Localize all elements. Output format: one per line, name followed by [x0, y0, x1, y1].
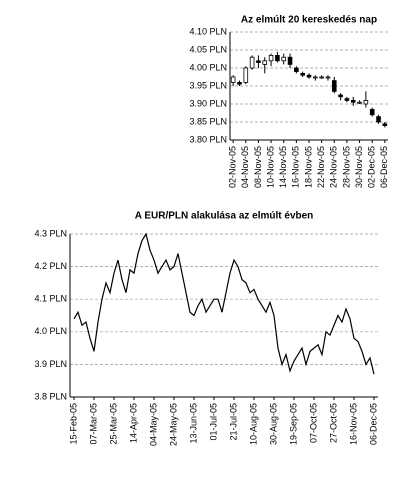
x-tick-label: 24-Nov-05	[329, 146, 339, 188]
candle-body	[350, 100, 356, 103]
x-tick-label: 24-May-05	[168, 403, 178, 446]
y-tick-label: 4.00 PLN	[189, 62, 227, 72]
x-tick-label: 06-Dec-05	[379, 146, 389, 188]
x-tick-label: 15-Feb-05	[68, 403, 78, 445]
x-tick-label: 10-Nov-05	[265, 146, 275, 188]
y-tick-label: 3.80 PLN	[189, 134, 227, 144]
y-tick-label: 4.05 PLN	[189, 44, 227, 54]
x-tick-label: 21-Jul-05	[228, 403, 238, 441]
x-tick-label: 10-Aug-05	[248, 403, 258, 445]
candle-body	[357, 101, 362, 104]
candle-body	[249, 56, 255, 69]
x-tick-label: 22-Nov-05	[316, 146, 326, 188]
chart-title: Az elmúlt 20 kereskedés nap	[241, 15, 377, 26]
candle-body	[243, 67, 249, 83]
y-tick-label: 3.85 PLN	[189, 116, 227, 126]
x-tick-label: 25-Mar-05	[108, 403, 118, 445]
candle-body	[313, 76, 318, 79]
chart-title: A EUR/PLN alakulása az elmúlt évben	[135, 211, 314, 222]
y-tick-label: 3.95 PLN	[189, 80, 227, 90]
x-tick-label: 30-Nov-05	[354, 146, 364, 188]
candle-body	[325, 76, 331, 79]
x-tick-label: 01-Jul-05	[208, 403, 218, 441]
candle-body	[275, 55, 280, 62]
candle-body	[319, 76, 324, 79]
candle-body	[382, 123, 388, 127]
price-line	[73, 232, 375, 375]
x-tick-label: 27-Oct-05	[328, 403, 338, 443]
candle-body	[306, 74, 312, 78]
y-tick-label: 4.3 PLN	[34, 228, 67, 238]
x-tick-label: 04-Nov-05	[240, 146, 250, 188]
candle-body	[268, 55, 274, 62]
y-tick-label: 4.10 PLN	[189, 26, 227, 36]
x-tick-label: 04-May-05	[148, 403, 158, 446]
x-tick-label: 02-Nov-05	[228, 146, 238, 188]
x-tick-label: 16-Nov-05	[291, 146, 301, 188]
x-tick-label: 07-Oct-05	[308, 403, 318, 443]
candle-body	[369, 109, 375, 116]
x-tick-label: 14-Apr-05	[128, 403, 138, 443]
x-tick-label: 13-Jun-05	[188, 403, 198, 444]
x-tick-label: 07-Mar-05	[88, 403, 98, 445]
candle-body	[230, 76, 236, 83]
x-tick-label: 19-Sep-05	[288, 403, 298, 445]
candle-body	[287, 56, 293, 65]
y-tick-label: 4.2 PLN	[34, 261, 67, 271]
candle-body	[363, 100, 369, 105]
x-tick-label: 02-Dec-05	[367, 146, 377, 188]
x-tick-label: 14-Nov-05	[278, 146, 288, 188]
candle-body	[294, 67, 299, 72]
y-tick-label: 4.1 PLN	[34, 294, 67, 304]
candle-body	[331, 80, 337, 92]
x-tick-label: 28-Nov-05	[341, 146, 351, 188]
candle-body	[237, 82, 242, 85]
candle-body	[344, 98, 350, 101]
x-tick-label: 18-Nov-05	[303, 146, 313, 188]
candle-body	[338, 94, 343, 98]
y-tick-label: 4.0 PLN	[34, 326, 67, 336]
x-tick-label: 30-Aug-05	[268, 403, 278, 445]
x-tick-label: 06-Dec-05	[368, 403, 378, 445]
candle-body	[300, 73, 305, 76]
candle-body	[262, 60, 268, 65]
y-tick-label: 3.8 PLN	[34, 391, 67, 401]
y-tick-label: 3.90 PLN	[189, 98, 227, 108]
candle-body	[376, 116, 381, 123]
y-tick-label: 3.9 PLN	[34, 359, 67, 369]
candle-body	[256, 60, 261, 63]
x-tick-label: 08-Nov-05	[253, 146, 263, 188]
candle-body	[281, 56, 287, 62]
x-tick-label: 16-Nov-05	[348, 403, 358, 445]
